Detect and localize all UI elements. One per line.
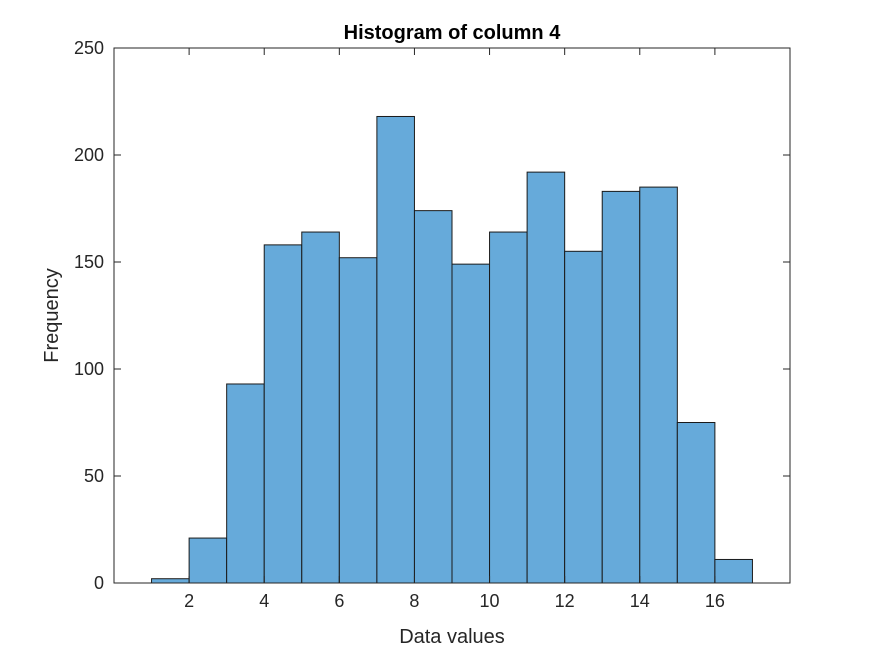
x-tick-label: 6 [334, 591, 344, 611]
y-axis-ticks: 0 50 100 150 200 250 [74, 38, 790, 593]
y-tick-label: 250 [74, 38, 104, 58]
x-tick-label: 14 [630, 591, 650, 611]
y-tick-label: 200 [74, 145, 104, 165]
x-tick-label: 10 [480, 591, 500, 611]
histogram-bar [601, 190, 641, 584]
histogram-bar [301, 231, 340, 584]
histogram-bar [639, 186, 678, 584]
histogram-bar [676, 422, 716, 584]
histogram-bar [564, 250, 603, 584]
x-axis-ticks: 2 4 6 8 10 12 14 16 [184, 48, 725, 611]
histogram-bar [263, 244, 303, 584]
bars-group [151, 115, 753, 584]
x-tick-label: 16 [705, 591, 725, 611]
histogram-bar [226, 383, 265, 584]
axes-box [113, 47, 791, 584]
histogram-bar [489, 231, 528, 584]
y-tick-label: 0 [94, 573, 104, 593]
histogram-bar [451, 263, 491, 584]
histogram-bar [526, 171, 566, 584]
x-tick-label: 2 [184, 591, 194, 611]
histogram-bar [188, 537, 228, 584]
histogram-bar [376, 115, 415, 584]
x-axis-label: Data values [399, 626, 505, 648]
y-tick-label: 50 [84, 466, 104, 486]
y-axis-label: Frequency [41, 268, 63, 363]
x-tick-label: 8 [409, 591, 419, 611]
y-tick-label: 150 [74, 252, 104, 272]
histogram-bar [413, 210, 453, 584]
x-tick-label: 4 [259, 591, 269, 611]
histogram-bar [714, 558, 753, 584]
y-tick-label: 100 [74, 359, 104, 379]
histogram-bar [338, 257, 378, 584]
chart-title: Histogram of column 4 [344, 22, 562, 44]
histogram-bar [151, 578, 190, 584]
x-tick-label: 12 [555, 591, 575, 611]
